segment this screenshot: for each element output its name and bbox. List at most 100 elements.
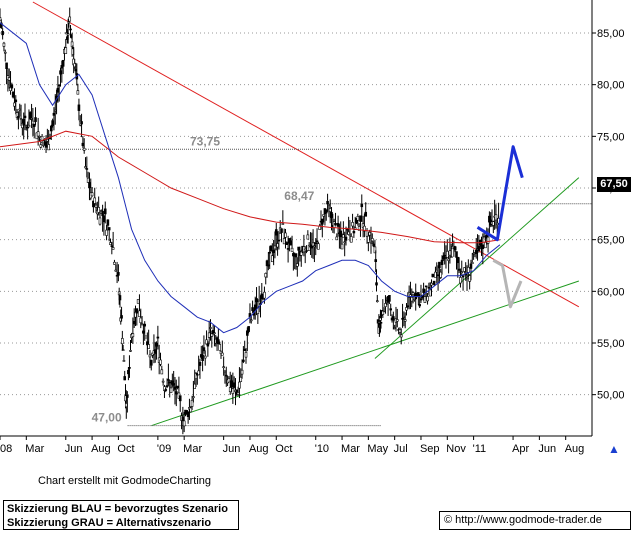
candle-body — [388, 295, 391, 302]
candle-body — [69, 28, 72, 31]
candle-body — [369, 241, 373, 244]
candle-body — [423, 296, 427, 303]
candle-body — [90, 192, 94, 197]
candle-body — [81, 142, 85, 147]
candle-body — [0, 17, 2, 22]
candle-body — [232, 382, 236, 388]
candle-body — [147, 344, 150, 349]
candle-body — [342, 234, 345, 238]
candle-body — [449, 256, 453, 258]
candle-body — [243, 348, 246, 351]
candle-body — [289, 240, 293, 246]
candle-body — [56, 87, 60, 93]
x-tick-label-9: Oct — [275, 443, 292, 455]
candle-body — [453, 246, 457, 251]
candle-body — [382, 310, 386, 312]
x-tick-label-16: '11 — [473, 443, 487, 455]
candle-body — [153, 349, 157, 354]
candle-body — [375, 282, 378, 286]
candle-body — [57, 84, 61, 87]
candle-body — [121, 338, 124, 345]
candle-body — [435, 269, 439, 273]
trendline-green-1 — [151, 280, 580, 427]
candle-body — [129, 350, 132, 352]
candle-body — [373, 246, 377, 254]
candle-body — [399, 334, 403, 338]
candle-body — [430, 282, 433, 286]
candle-body — [169, 387, 173, 393]
candle-body — [7, 77, 11, 81]
candle-body — [101, 210, 104, 217]
candle-body — [197, 370, 200, 376]
candle-body — [11, 91, 15, 98]
candle-body — [255, 298, 258, 303]
candle-body — [431, 273, 435, 278]
candle-body — [401, 317, 404, 320]
candle-body — [238, 381, 241, 389]
candle-body — [348, 234, 352, 237]
level-label-1: 68,47 — [284, 189, 314, 203]
candle-body — [174, 391, 178, 395]
candle-body — [148, 354, 152, 358]
candle-body — [64, 47, 68, 54]
candle-body — [94, 204, 98, 208]
candle-body — [481, 244, 485, 249]
source-link-box[interactable]: © http://www.godmode-trader.de — [439, 511, 631, 530]
candle-body — [106, 219, 110, 226]
source-url[interactable]: http://www.godmode-trader.de — [455, 514, 602, 526]
x-tick-label-1: Mar — [25, 443, 44, 455]
candle-body — [159, 359, 162, 365]
candle-body — [417, 292, 420, 297]
candle-body — [364, 211, 368, 217]
candle-body — [460, 271, 464, 274]
candle-body — [77, 104, 81, 111]
candle-body — [132, 320, 136, 325]
candle-body — [32, 123, 36, 127]
candle-body — [224, 374, 228, 377]
candle-body — [448, 250, 452, 256]
y-tick-label-65: 65,00 — [597, 235, 625, 247]
trendlines — [32, 1, 580, 427]
candle-body — [52, 112, 56, 116]
legend-blue-scenario: Skizzierung BLAU = bevorzugtes Szenario — [7, 503, 228, 515]
candle-body — [164, 389, 168, 391]
candle-body — [222, 366, 225, 369]
candle-body — [34, 117, 37, 122]
x-tick-label-2: Jun — [65, 443, 83, 455]
candle-body — [213, 332, 216, 335]
candle-body — [455, 251, 458, 258]
candle-body — [31, 120, 35, 125]
candle-body — [426, 296, 429, 302]
candle-body — [98, 217, 102, 225]
candle-body — [247, 326, 250, 332]
candle-body — [428, 289, 432, 297]
y-tick-label-55: 55,00 — [597, 338, 625, 350]
candle-body — [86, 177, 90, 183]
chart-tool-icon[interactable]: ▲ — [608, 442, 620, 456]
candle-body — [424, 285, 428, 288]
candle-body — [80, 121, 83, 125]
candle-body — [135, 308, 139, 314]
candle-body — [434, 271, 437, 278]
candle-body — [139, 317, 143, 324]
candle-body — [236, 392, 240, 395]
candle-body — [131, 333, 135, 338]
x-tick-label-8: Aug — [249, 443, 269, 455]
candle-body — [313, 245, 316, 248]
candle-body — [18, 108, 22, 111]
candle-body — [398, 329, 402, 333]
candle-body — [335, 236, 339, 241]
candle-body — [239, 376, 243, 382]
candle-body — [28, 112, 32, 119]
candle-body — [181, 416, 185, 422]
x-tick-label-6: Mar — [183, 443, 202, 455]
scenario-sketches — [476, 145, 524, 309]
candle-body — [343, 241, 346, 244]
candle-body — [221, 352, 224, 356]
candle-body — [68, 16, 72, 22]
candle-body — [76, 90, 80, 95]
candle-body — [277, 239, 281, 242]
candle-body — [469, 263, 473, 269]
trendline-red-0 — [32, 1, 580, 308]
candle-body — [494, 214, 498, 221]
